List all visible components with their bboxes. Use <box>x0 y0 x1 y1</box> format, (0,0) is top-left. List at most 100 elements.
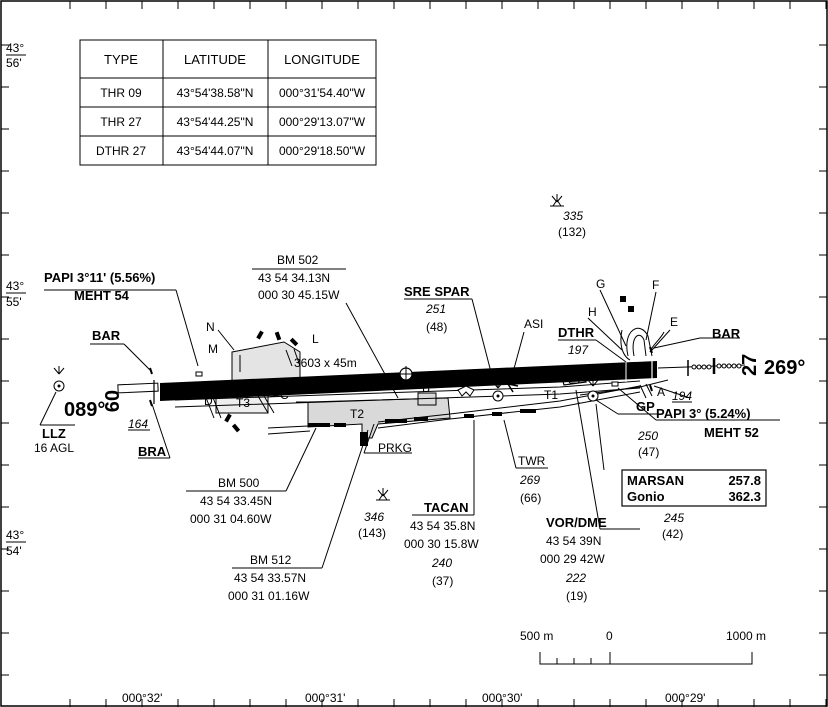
tacan-antenna-icon <box>492 390 504 402</box>
table-header-type: TYPE <box>104 52 138 67</box>
table-cell: DTHR 27 <box>96 144 146 158</box>
table-cell: 000°31'54.40"W <box>279 86 366 100</box>
obstacle-icon <box>53 366 65 375</box>
latitude-minute: 54' <box>6 544 22 558</box>
gp-antenna-icon <box>587 390 599 402</box>
threshold-table: TYPE LATITUDE LONGITUDE THR 09 43°54'38.… <box>79 39 377 166</box>
longitude-label-30: 000°30' <box>482 691 522 705</box>
taxiway-l: L <box>312 332 319 346</box>
bm512-lat: 43 54 33.57N <box>234 571 306 585</box>
table-cell: 000°29'18.50"W <box>279 144 366 158</box>
approach-lights-27 <box>657 358 746 376</box>
gp-height: (47) <box>638 445 659 459</box>
runway-09-27 <box>160 361 657 401</box>
taxiway-c: C <box>280 388 289 402</box>
latitude-degree: 43° <box>6 528 24 542</box>
marsan-frequency: 257.8 <box>728 473 761 488</box>
scale-bar: 500 m 0 1000 m <box>520 629 766 665</box>
runway-lighting-symbols <box>149 346 653 407</box>
bm500-name: BM 500 <box>218 476 260 490</box>
scale-right-label: 1000 m <box>726 629 766 643</box>
vor-dme-elevation: 222 <box>565 571 586 585</box>
table-cell: THR 09 <box>100 86 142 100</box>
papi-27-label: PAPI 3° (5.24%) <box>656 406 751 421</box>
vor-dme-lat: 43 54 39N <box>546 534 601 548</box>
bm502-name: BM 502 <box>277 253 319 267</box>
aerodrome-reference-point-icon <box>398 366 414 382</box>
runway-27-number: 27 <box>739 354 761 376</box>
vor-dme-label: VOR/DME <box>546 515 607 530</box>
taxiway-a: A <box>657 385 665 399</box>
sre-spar-elevation: 251 <box>425 302 446 316</box>
table-header-latitude: LATITUDE <box>184 52 246 67</box>
meht-09-label: MEHT 54 <box>74 288 130 303</box>
par-radar-icon <box>457 385 475 397</box>
asi-label: ASI <box>524 317 543 331</box>
gp-elevation: 250 <box>637 429 658 443</box>
taxiway-n: M <box>208 342 218 356</box>
table-cell: 43°54'44.07"N <box>177 144 254 158</box>
table-header-longitude: LONGITUDE <box>284 52 360 67</box>
obstacle-335-height: (132) <box>558 225 586 239</box>
bm500-lon: 000 31 04.60W <box>190 512 272 526</box>
obstacle-icon <box>587 378 599 387</box>
tacan-elevation: 240 <box>431 556 452 570</box>
latitude-label-56: 43° 56' <box>6 41 26 70</box>
marsan-label: MARSAN <box>627 473 684 488</box>
stand-markers <box>224 296 634 446</box>
taxiway-f: F <box>652 278 659 292</box>
dthr-label: DTHR <box>558 325 595 340</box>
latitude-degree: 43° <box>6 41 24 55</box>
tower-height: (66) <box>520 491 541 505</box>
scale-left-label: 500 m <box>520 629 553 643</box>
taxiway-e: E <box>670 315 678 329</box>
papi-09-label: PAPI 3°11' (5.56%) <box>44 270 155 285</box>
bm502-lon: 000 30 45.15W <box>258 288 340 302</box>
longitude-label-29: 000°29' <box>665 691 705 705</box>
longitude-label-32: 000°32' <box>122 691 162 705</box>
gonio-frequency: 362.3 <box>728 489 761 504</box>
llz-antenna-icon <box>53 380 65 392</box>
taxiway-d: D <box>204 394 213 408</box>
marsan-elevation: 245 <box>663 511 684 525</box>
dthr-elevation: 197 <box>568 343 589 357</box>
llz-height: 16 AGL <box>34 441 74 455</box>
gp-label: GP <box>636 399 655 414</box>
marsan-height: (42) <box>662 527 683 541</box>
sre-spar-height: (48) <box>426 320 447 334</box>
tacan-lon: 000 30 15.8W <box>404 537 479 551</box>
bm512-name: BM 512 <box>250 553 292 567</box>
latitude-minute: 55' <box>6 295 22 309</box>
table-cell: THR 27 <box>100 115 142 129</box>
runway-09-bearing: 089° <box>64 399 105 421</box>
bm512-lon: 000 31 01.16W <box>228 589 310 603</box>
sre-spar-label: SRE SPAR <box>404 284 470 299</box>
latitude-minute: 56' <box>6 56 22 70</box>
vor-dme-lon: 000 29 42W <box>540 552 605 566</box>
parking-label: PRKG <box>378 441 412 455</box>
taxiway-g: G <box>596 277 605 291</box>
obstacle-346-height: (143) <box>358 526 386 540</box>
leader-lines <box>39 268 780 569</box>
taxiway-h: H <box>588 305 597 319</box>
runway-09-overrun <box>117 382 159 394</box>
runway-dimensions: 3603 x 45m <box>294 356 357 370</box>
bar-east-label: BAR <box>712 326 741 341</box>
meht-27-label: MEHT 52 <box>704 425 759 440</box>
scale-zero-label: 0 <box>606 629 613 643</box>
tacan-label: TACAN <box>424 500 469 515</box>
table-cell: 43°54'38.58"N <box>177 86 254 100</box>
apron-t2-label: T2 <box>350 407 364 421</box>
sre-radar-icon <box>503 376 519 393</box>
tacan-lat: 43 54 35.8N <box>410 519 475 533</box>
runway-27-elevation: 194 <box>672 389 692 403</box>
taxiway-b: B <box>422 381 430 395</box>
runway-09-elevation: 164 <box>128 417 148 431</box>
bm502-lat: 43 54 34.13N <box>258 271 330 285</box>
apron-t1-label: T1 <box>544 388 558 402</box>
marsan-gonio-box: MARSAN 257.8 Gonio 362.3 <box>621 469 767 507</box>
bra-label: BRA <box>138 444 167 459</box>
obstacle-335-elevation: 335 <box>563 209 583 223</box>
